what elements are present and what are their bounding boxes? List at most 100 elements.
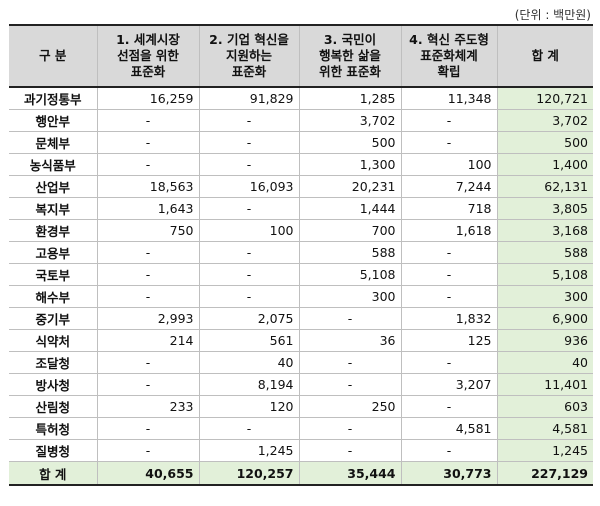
row-label: 해수부 — [9, 285, 97, 308]
column-header-line: 1. 세계시장 — [116, 32, 180, 47]
table-body: 과기정통부 16,259 91,829 1,285 11,348 120,721 행안부 - -… — [9, 87, 593, 486]
table-row: 농식품부 - -1,300 100 1,400 — [9, 153, 593, 176]
value-cell: - — [198, 109, 299, 132]
column-header-3: 3. 국민이 행복한 삶을 위한 표준화 — [298, 24, 401, 88]
value-cell: - — [198, 131, 299, 154]
value-cell: 561 — [198, 329, 299, 352]
row-label: 질병청 — [9, 439, 97, 462]
column-header-line: 합 계 — [531, 48, 559, 63]
row-label: 문체부 — [9, 131, 97, 154]
column-header-1: 1. 세계시장 선점을 위한 표준화 — [96, 24, 199, 88]
value-cell: 214 — [96, 329, 199, 352]
value-cell: 1,444 — [298, 197, 401, 220]
column-header-line: 위한 표준화 — [319, 64, 381, 79]
row-label: 조달청 — [9, 351, 97, 374]
value-cell: 233 — [96, 395, 199, 418]
row-total-cell: 3,805 — [496, 197, 593, 220]
value-cell: 500 — [298, 131, 401, 154]
value-cell: - — [298, 439, 401, 462]
row-label: 농식품부 — [9, 153, 97, 176]
table-row: 고용부 - -588-588 — [9, 241, 593, 264]
table-row: 조달청 -40- -40 — [9, 351, 593, 374]
column-header-line: 선점을 위한 — [117, 48, 179, 63]
value-cell: - — [400, 351, 497, 374]
value-cell: 36 — [298, 329, 401, 352]
value-cell: 125 — [400, 329, 497, 352]
value-cell: 588 — [298, 241, 401, 264]
value-cell: 16,259 — [96, 87, 199, 110]
row-total-cell: 120,721 — [496, 87, 593, 110]
column-header-line: 표준화 — [130, 64, 166, 79]
value-cell: - — [96, 439, 199, 462]
row-total-cell: 11,401 — [496, 373, 593, 396]
value-cell: - — [96, 351, 199, 374]
value-cell: 20,231 — [298, 175, 401, 198]
table-row: 중기부 2,993 2,075-1,832 6,900 — [9, 307, 593, 330]
column-header-0: 구 분 — [9, 24, 97, 88]
value-cell: 4,581 — [400, 417, 497, 440]
column-header-line: 구 분 — [39, 48, 67, 63]
table-row: 질병청 -1,245- -1,245 — [9, 439, 593, 462]
value-cell: - — [198, 153, 299, 176]
value-cell: - — [96, 417, 199, 440]
value-cell: - — [400, 131, 497, 154]
table-row: 식약처 214 561 36 125 936 — [9, 329, 593, 352]
row-total-cell: 588 — [496, 241, 593, 264]
value-cell: - — [198, 285, 299, 308]
value-cell: - — [198, 197, 299, 220]
value-cell: 100 — [198, 219, 299, 242]
value-cell: - — [96, 109, 199, 132]
column-header-line: 표준화 — [231, 64, 267, 79]
value-cell: - — [198, 263, 299, 286]
table-row: 국토부 - -5,108-5,108 — [9, 263, 593, 286]
column-header-line: 확립 — [437, 64, 461, 79]
row-total-cell: 936 — [496, 329, 593, 352]
row-label: 방사청 — [9, 373, 97, 396]
value-cell: 35,444 — [298, 461, 401, 486]
value-cell: 3,207 — [400, 373, 497, 396]
column-header-line: 2. 기업 혁신을 — [209, 32, 289, 47]
value-cell: 1,300 — [298, 153, 401, 176]
row-total-cell: 1,245 — [496, 439, 593, 462]
table-row: 문체부 - -500-500 — [9, 131, 593, 154]
value-cell: - — [298, 351, 401, 374]
value-cell: - — [400, 285, 497, 308]
value-cell: 2,993 — [96, 307, 199, 330]
value-cell: 750 — [96, 219, 199, 242]
value-cell: 718 — [400, 197, 497, 220]
budget-table: 구 분 1. 세계시장 선점을 위한 표준화 2. 기업 혁신을 지원하는 표준화 3. 국민… — [9, 24, 593, 486]
column-header-5: 합 계 — [496, 24, 593, 88]
value-cell: - — [400, 395, 497, 418]
table-row: 산림청 233 120 250-603 — [9, 395, 593, 418]
table-row: 행안부 - -3,702-3,702 — [9, 109, 593, 132]
value-cell: 300 — [298, 285, 401, 308]
value-cell: - — [96, 285, 199, 308]
value-cell: - — [96, 241, 199, 264]
table-row: 환경부 750 100 700 1,618 3,168 — [9, 219, 593, 242]
header-row: 구 분 1. 세계시장 선점을 위한 표준화 2. 기업 혁신을 지원하는 표준화 3. 국민… — [9, 24, 593, 88]
value-cell: 1,832 — [400, 307, 497, 330]
column-header-line: 4. 혁신 주도형 — [409, 32, 489, 47]
row-label: 식약처 — [9, 329, 97, 352]
value-cell: 3,702 — [298, 109, 401, 132]
value-cell: 11,348 — [400, 87, 497, 110]
row-label: 과기정통부 — [9, 87, 97, 110]
table-row: 방사청 -8,194-3,207 11,401 — [9, 373, 593, 396]
table-row: 과기정통부 16,259 91,829 1,285 11,348 120,721 — [9, 87, 593, 110]
row-label: 산림청 — [9, 395, 97, 418]
row-label: 중기부 — [9, 307, 97, 330]
value-cell: - — [198, 417, 299, 440]
value-cell: - — [400, 109, 497, 132]
value-cell: - — [96, 153, 199, 176]
row-label: 합 계 — [9, 461, 97, 486]
row-total-cell: 3,702 — [496, 109, 593, 132]
column-header-line: 3. 국민이 — [323, 32, 377, 47]
row-total-cell: 500 — [496, 131, 593, 154]
column-header-line: 행복한 삶을 — [319, 48, 381, 63]
row-label: 고용부 — [9, 241, 97, 264]
value-cell: 1,643 — [96, 197, 199, 220]
value-cell: 5,108 — [298, 263, 401, 286]
column-header-line: 지원하는 — [225, 48, 272, 63]
value-cell: - — [96, 131, 199, 154]
value-cell: 1,245 — [198, 439, 299, 462]
